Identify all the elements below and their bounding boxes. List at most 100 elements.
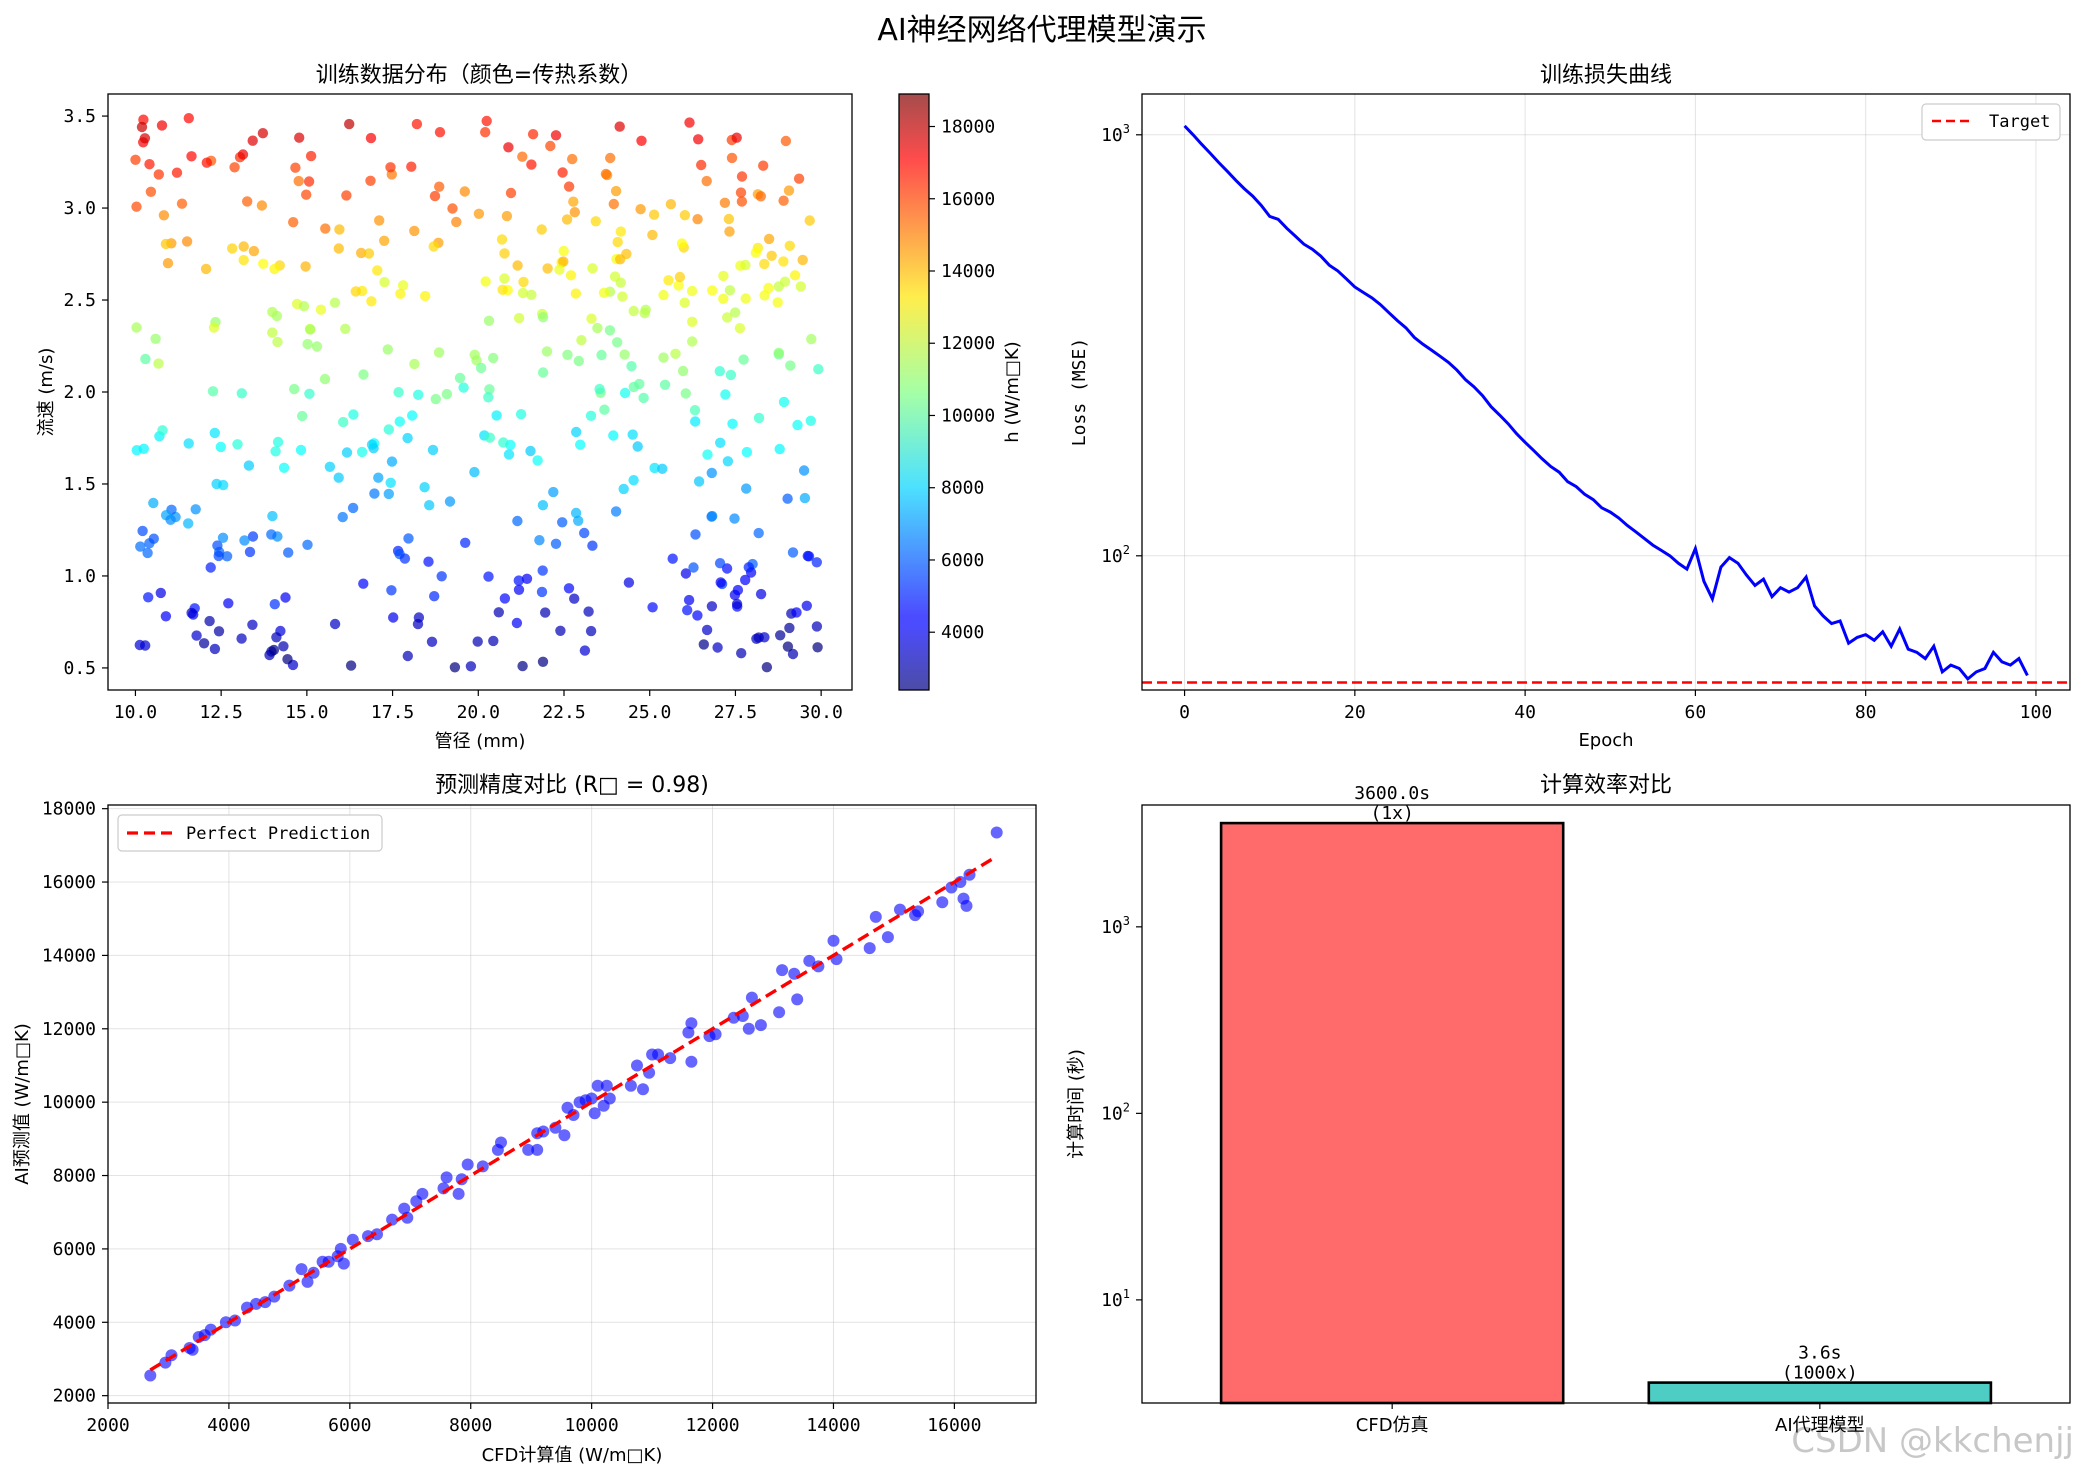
p3-y-tick-label: 18000 <box>42 799 96 820</box>
p1-point <box>271 310 283 322</box>
p1-point <box>300 261 311 272</box>
p4-bar-value-label: 3600.0s <box>1354 783 1430 804</box>
p1-point <box>667 553 678 564</box>
p1-point <box>176 198 188 209</box>
p1-point <box>541 346 553 357</box>
p1-point <box>563 583 575 594</box>
p1-point <box>271 632 282 643</box>
p1-point <box>811 621 823 632</box>
p3-point <box>371 1228 383 1241</box>
p1-point <box>236 633 247 644</box>
p1-point <box>238 241 249 252</box>
p1-point <box>372 265 383 276</box>
p1-point <box>433 347 445 358</box>
p1-point <box>586 313 597 324</box>
p1-point <box>402 650 413 662</box>
p1-point <box>513 312 525 324</box>
p1-x-tick-label: 25.0 <box>628 702 671 723</box>
p1-point <box>469 466 480 478</box>
p1-point <box>665 199 677 210</box>
p1-point <box>150 333 161 344</box>
p3-y-axis-label: AI预测值 (W/m□K) <box>12 1023 33 1185</box>
p1-point <box>499 593 511 604</box>
p3-point <box>803 954 816 967</box>
p1-point <box>562 349 573 360</box>
p1-point <box>774 443 785 455</box>
p1-point <box>791 607 802 618</box>
p1-point <box>804 215 815 226</box>
p1-point <box>243 460 255 471</box>
p1-point <box>472 636 483 647</box>
p1-point <box>491 410 502 421</box>
p3-point <box>416 1187 429 1200</box>
p1-point <box>429 190 441 202</box>
p1-point <box>690 529 701 540</box>
p1-point <box>692 214 703 225</box>
p1-point <box>732 584 744 596</box>
p1-point <box>143 592 154 603</box>
p1-point <box>333 472 344 483</box>
p1-point <box>683 594 695 606</box>
p2-x-tick-label: 40 <box>1514 702 1536 723</box>
p1-point <box>209 643 221 655</box>
p1-point <box>324 461 336 472</box>
p1-point <box>130 154 141 165</box>
p1-point <box>715 577 726 588</box>
p1-point <box>420 290 431 302</box>
p1-point <box>778 256 789 267</box>
p3-point <box>742 1022 755 1035</box>
p1-point <box>191 630 202 641</box>
p1-y-tick-label: 0.5 <box>63 658 96 679</box>
p1-point <box>689 405 701 416</box>
p1-point <box>714 366 725 377</box>
p3-point <box>912 905 925 918</box>
p1-point <box>698 639 709 650</box>
p1-point <box>720 389 731 400</box>
p1-point <box>627 429 638 440</box>
p1-point <box>148 533 159 544</box>
p1-point <box>686 285 698 297</box>
p1-point <box>402 432 413 444</box>
p1-point <box>501 210 513 222</box>
p1-point <box>565 270 577 281</box>
p1-point <box>183 113 194 124</box>
p1-point <box>365 175 376 186</box>
p1-point <box>701 175 712 187</box>
p3-point <box>588 1107 601 1120</box>
p3-point <box>791 993 804 1006</box>
p1-point <box>329 297 341 308</box>
p1-point <box>741 483 752 494</box>
p1-point <box>618 483 629 495</box>
p3-point <box>531 1143 544 1156</box>
p1-point <box>237 149 249 160</box>
p2-x-tick-label: 20 <box>1344 702 1366 723</box>
p1-point <box>690 416 701 427</box>
p1-point <box>484 432 496 443</box>
p1-point <box>521 573 533 584</box>
p1-point <box>247 619 258 630</box>
p1-point <box>423 556 434 567</box>
p3-x-tick-label: 2000 <box>86 1415 129 1436</box>
p1-point <box>394 416 405 427</box>
p1-point <box>751 633 762 644</box>
p3-point <box>990 826 1003 839</box>
p1-point <box>679 210 691 221</box>
p1-point <box>211 478 222 490</box>
p1-point <box>548 486 559 498</box>
p2-y-tick-label: 103 <box>1101 122 1130 146</box>
p1-point <box>373 472 384 483</box>
p1-point <box>305 150 317 162</box>
p1-point <box>518 276 529 288</box>
p1-point <box>775 630 786 641</box>
p1-point <box>715 437 726 448</box>
p1-point <box>638 392 649 404</box>
p1-point <box>399 553 411 564</box>
p1-point <box>571 426 582 438</box>
p1-point <box>436 571 447 582</box>
p1-point <box>267 327 278 338</box>
p1-point <box>750 247 761 258</box>
p1-point <box>340 323 351 334</box>
p2-x-ticks: 0 20 40 60 80 100 <box>1179 690 2052 723</box>
p3-x-tick-label: 10000 <box>565 1415 619 1436</box>
p3-x-ticks: 2000 4000 6000 8000 10000 12000 14000 16000 <box>86 1403 981 1436</box>
